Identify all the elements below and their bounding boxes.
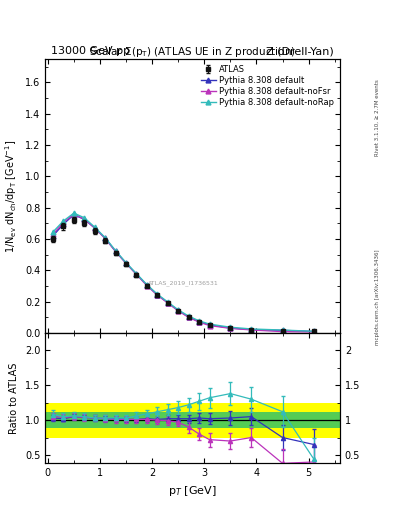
Text: Rivet 3.1.10, ≥ 2.7M events: Rivet 3.1.10, ≥ 2.7M events [375, 79, 380, 156]
X-axis label: p$_{T}$ [GeV]: p$_{T}$ [GeV] [168, 484, 217, 498]
Text: mcplots.cern.ch [arXiv:1306.3436]: mcplots.cern.ch [arXiv:1306.3436] [375, 249, 380, 345]
Text: Z (Drell-Yan): Z (Drell-Yan) [266, 46, 334, 56]
Legend: ATLAS, Pythia 8.308 default, Pythia 8.308 default-noFsr, Pythia 8.308 default-no: ATLAS, Pythia 8.308 default, Pythia 8.30… [199, 63, 336, 109]
Text: 13000 GeV pp: 13000 GeV pp [51, 46, 130, 56]
Title: Scalar $\Sigma$(p$_{\mathsf{T}}$) (ATLAS UE in Z production): Scalar $\Sigma$(p$_{\mathsf{T}}$) (ATLAS… [89, 45, 296, 59]
Text: ATLAS_2019_I1736531: ATLAS_2019_I1736531 [148, 281, 219, 286]
Y-axis label: 1/N$_{\mathsf{ev}}$ dN$_{\mathsf{ch}}$/dp$_{\mathsf{T}}$ [GeV$^{-1}$]: 1/N$_{\mathsf{ev}}$ dN$_{\mathsf{ch}}$/d… [4, 139, 19, 252]
Y-axis label: Ratio to ATLAS: Ratio to ATLAS [9, 362, 19, 434]
